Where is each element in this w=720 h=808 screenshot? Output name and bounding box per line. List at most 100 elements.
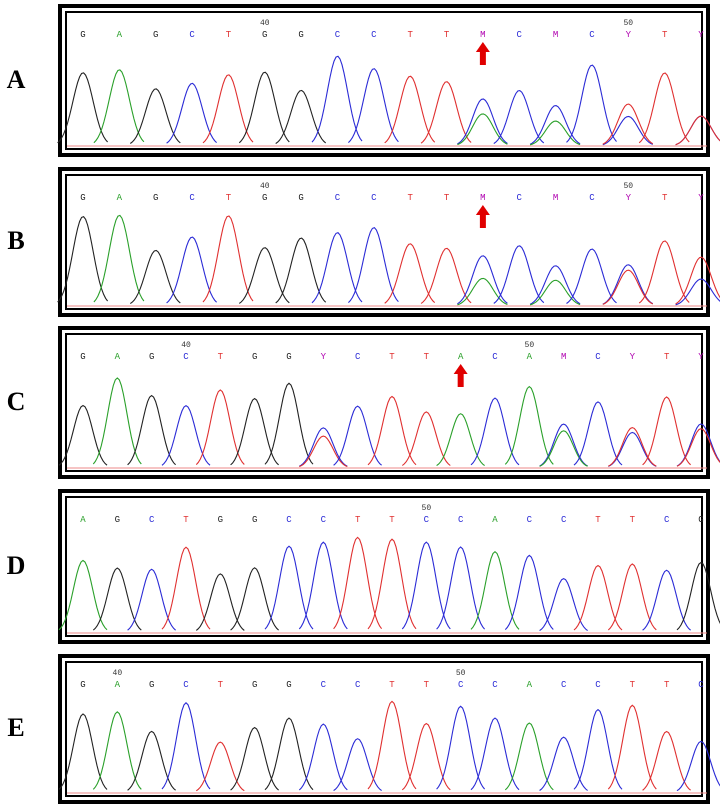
- trace-peak-g: [92, 567, 142, 631]
- base-call-t: T: [389, 515, 395, 525]
- trace-peak-c: [676, 740, 720, 792]
- base-call-m: M: [553, 193, 558, 203]
- trace-peak-c: [504, 554, 554, 630]
- trace-peak-t: [401, 722, 451, 791]
- base-call-c: C: [335, 30, 341, 40]
- trace-peak-a: [58, 559, 108, 631]
- base-call-t: T: [407, 30, 413, 40]
- base-call-y: Y: [698, 30, 704, 40]
- base-call-t: T: [226, 193, 232, 203]
- base-call-y: Y: [321, 352, 327, 362]
- base-call-c: C: [355, 680, 361, 690]
- trace-peak-t: [161, 546, 211, 630]
- trace-peak-c: [264, 545, 314, 630]
- chromatogram-panel-c: 40 50 G A G C T G G Y C T T A C A M C Y T Y: [58, 326, 720, 479]
- base-call-t: T: [662, 30, 668, 40]
- trace-peak-t: [333, 536, 383, 630]
- trace-peak-c: [675, 278, 720, 306]
- trace-peak-c: [529, 105, 581, 145]
- trace-peak-t: [602, 103, 654, 145]
- chromatogram-trace-area: 40 50 G A G C T G G Y C T T A C A M C Y T Y: [58, 333, 720, 472]
- base-call-c: C: [561, 515, 567, 525]
- base-call-c: C: [458, 515, 464, 525]
- base-call-y: Y: [630, 352, 636, 362]
- trace-peak-g: [238, 247, 290, 304]
- trace-peak-c: [127, 568, 176, 631]
- base-call-g: G: [153, 193, 158, 203]
- position-marker: 50: [623, 19, 633, 28]
- base-call-a: A: [527, 680, 533, 690]
- position-marker: 50: [456, 669, 466, 678]
- trace-peak-c: [311, 55, 363, 143]
- base-call-y: Y: [626, 30, 632, 40]
- trace-peak-g: [676, 561, 720, 631]
- trace-peak-a: [470, 550, 520, 630]
- panel-label-e: E: [7, 713, 25, 742]
- base-call-a: A: [492, 515, 498, 525]
- base-call-c: C: [286, 515, 292, 525]
- base-call-a: A: [117, 30, 123, 40]
- base-call-g: G: [698, 515, 703, 525]
- base-call-c: C: [149, 515, 155, 525]
- trace-peak-g: [238, 71, 290, 144]
- trace-peak-t: [202, 215, 254, 303]
- trace-peak-t: [202, 74, 254, 144]
- trace-peak-c: [566, 248, 617, 304]
- base-call-c: C: [424, 515, 430, 525]
- trace-peak-g: [129, 88, 181, 144]
- trace-peak-c: [602, 264, 654, 305]
- base-call-g: G: [80, 680, 85, 690]
- base-call-g: G: [286, 680, 291, 690]
- trace-peak-t: [642, 396, 691, 466]
- base-call-t: T: [218, 680, 224, 690]
- base-call-a: A: [527, 352, 533, 362]
- base-call-g: G: [252, 352, 257, 362]
- trace-peak-g: [58, 713, 108, 790]
- trace-peak-c: [566, 64, 617, 143]
- trace-peak-c: [573, 708, 623, 790]
- trace-peak-t: [638, 72, 690, 144]
- base-call-a: A: [117, 193, 123, 203]
- trace-peak-t: [607, 704, 657, 790]
- base-call-g: G: [149, 680, 154, 690]
- base-call-c: C: [371, 193, 377, 203]
- trace-plot: 40 50 G A G C T G G C C T T M C M C Y T Y: [57, 182, 720, 307]
- trace-peak-c: [298, 541, 348, 630]
- base-call-t: T: [355, 515, 361, 525]
- base-call-c: C: [595, 680, 601, 690]
- base-call-t: T: [444, 30, 450, 40]
- base-call-t: T: [595, 515, 601, 525]
- base-call-a: A: [458, 352, 464, 362]
- trace-peak-a: [436, 413, 485, 467]
- mutation-arrow-icon: [475, 42, 490, 65]
- trace-peak-c: [676, 423, 720, 467]
- trace-peak-t: [367, 700, 417, 790]
- trace-peak-a: [529, 120, 581, 146]
- trace-peak-t: [675, 115, 720, 146]
- chromatogram-trace-area: 40 50 G A G C T G G C C T T M C M C Y T Y: [57, 174, 720, 310]
- position-marker: 40: [113, 669, 123, 678]
- trace-peak-c: [166, 236, 217, 304]
- base-call-c: C: [492, 352, 498, 362]
- trace-peak-t: [195, 741, 245, 792]
- base-call-t: T: [424, 352, 430, 362]
- base-call-g: G: [298, 30, 303, 40]
- base-call-c: C: [183, 680, 189, 690]
- base-call-g: G: [80, 30, 85, 40]
- trace-peak-c: [348, 68, 399, 143]
- trace-peak-g: [127, 394, 176, 466]
- trace-peak-t: [608, 427, 657, 467]
- trace-peak-t: [384, 75, 436, 144]
- trace-plot: 40 50 G A G C T G G Y C T T A C A M C Y T Y: [58, 341, 720, 469]
- trace-peak-g: [127, 730, 176, 791]
- panel-label-d: D: [6, 550, 26, 580]
- base-call-g: G: [262, 30, 267, 40]
- trace-peak-t: [638, 240, 690, 304]
- trace-peak-a: [92, 377, 142, 465]
- base-call-c: C: [595, 352, 601, 362]
- base-call-g: G: [153, 30, 158, 40]
- base-call-g: G: [218, 515, 223, 525]
- base-call-c: C: [517, 30, 523, 40]
- base-call-y: Y: [698, 193, 704, 203]
- base-call-t: T: [444, 193, 450, 203]
